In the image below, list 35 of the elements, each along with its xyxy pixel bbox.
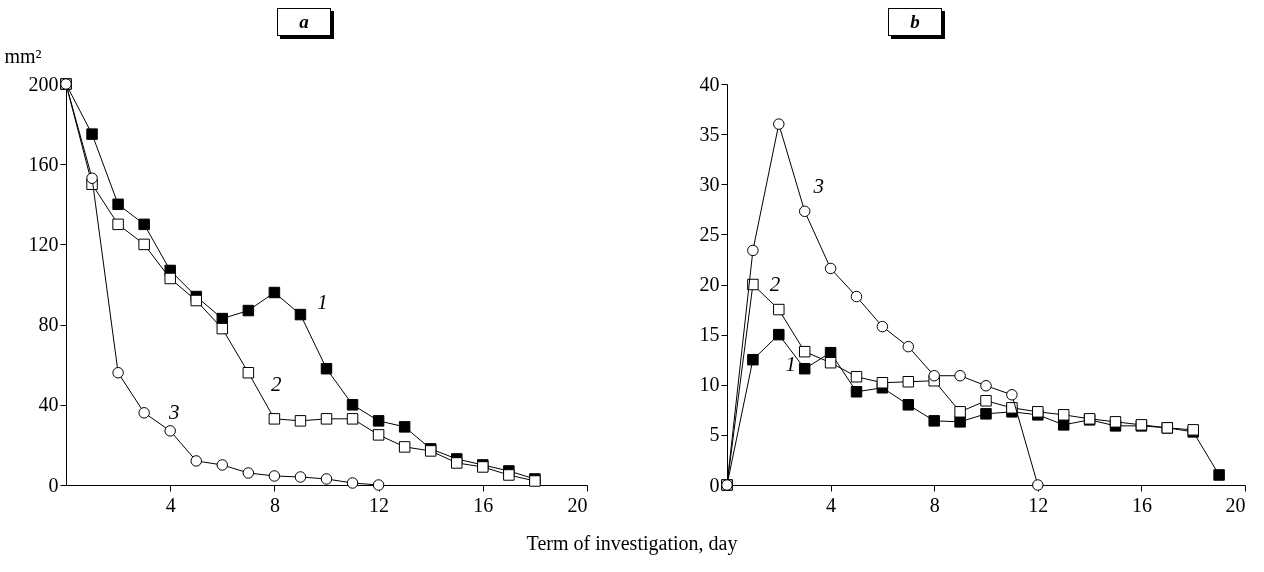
x-axis-title: Term of investigation, day xyxy=(525,532,739,555)
series-label: 2 xyxy=(769,271,781,296)
series-label: 3 xyxy=(167,399,180,424)
y-tick-label: 80 xyxy=(38,313,59,336)
y-tick-label: 0 xyxy=(709,473,720,496)
chart-title: a xyxy=(277,8,331,36)
y-tick-label: 40 xyxy=(699,72,720,95)
x-tick-label: 20 xyxy=(567,493,588,516)
series-label: 2 xyxy=(271,371,283,396)
y-tick-label: 40 xyxy=(38,393,59,416)
y-tick-label: 160 xyxy=(28,152,59,175)
y-tick-label: 25 xyxy=(699,222,720,245)
x-tick-label: 20 xyxy=(1225,493,1246,516)
series-label: 3 xyxy=(812,174,824,199)
x-tick-label: 16 xyxy=(473,493,494,516)
x-tick-label: 8 xyxy=(269,493,280,516)
x-tick-label: 4 xyxy=(165,493,176,516)
x-tick-label: 12 xyxy=(1028,493,1049,516)
y-tick-label: 30 xyxy=(699,172,720,195)
y-axis-title: mm² xyxy=(4,44,42,67)
y-tick-label: 5 xyxy=(709,423,720,446)
x-tick-label: 8 xyxy=(929,493,940,516)
series-label: 1 xyxy=(785,351,797,376)
chart-title: b xyxy=(888,8,942,36)
series-label: 1 xyxy=(317,289,328,314)
x-tick-label: 4 xyxy=(826,493,837,516)
y-tick-label: 20 xyxy=(699,273,720,295)
x-tick-label: 16 xyxy=(1131,493,1152,516)
y-tick-label: 35 xyxy=(699,122,720,145)
y-tick-label: 15 xyxy=(699,323,720,346)
y-tick-label: 10 xyxy=(699,373,720,396)
y-tick-label: 200 xyxy=(28,72,59,95)
y-tick-label: 120 xyxy=(28,232,59,255)
y-tick-label: 0 xyxy=(48,473,59,496)
x-tick-label: 12 xyxy=(369,493,390,516)
